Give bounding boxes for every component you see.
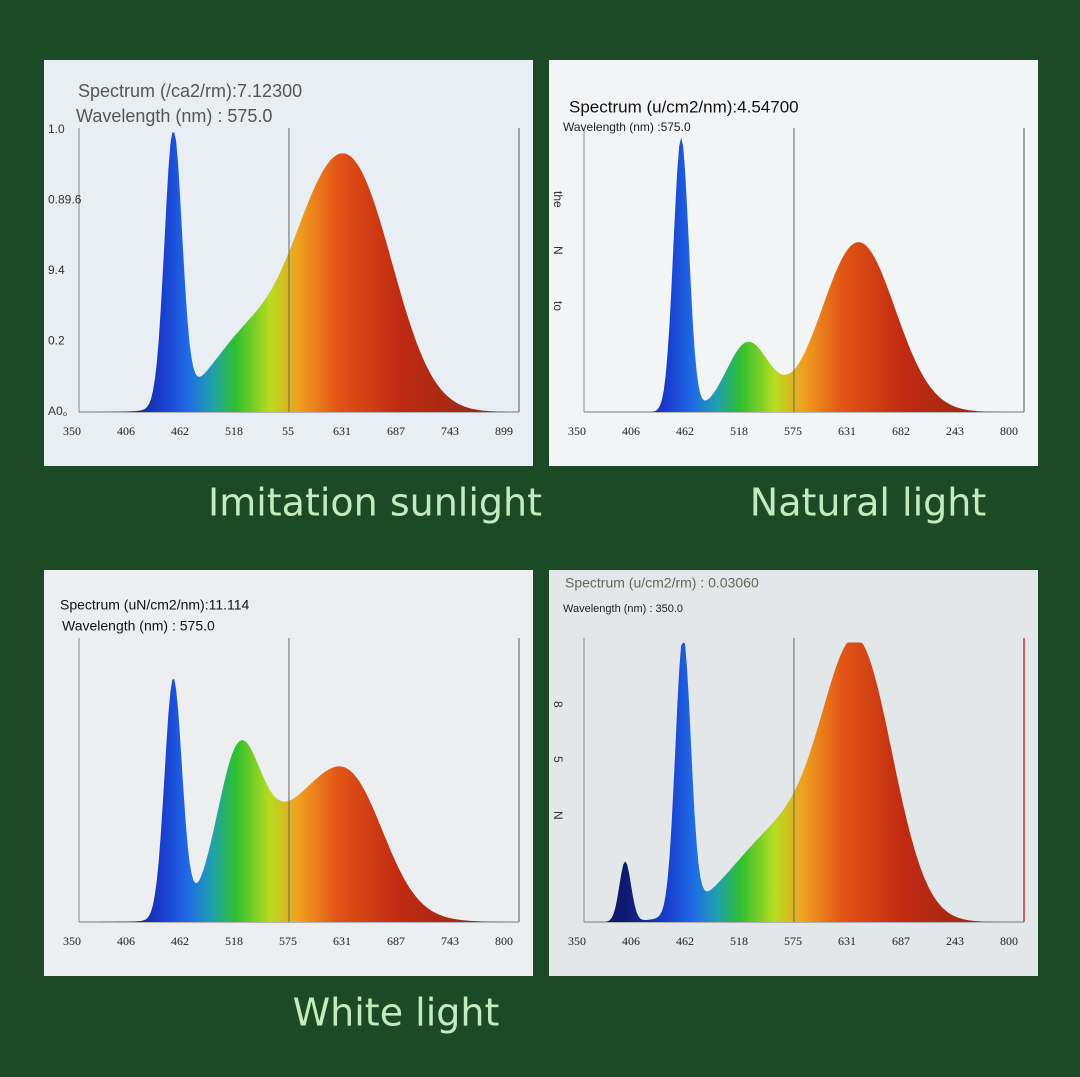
y-tick-label: N bbox=[551, 246, 565, 255]
y-tick-label: 5 bbox=[551, 756, 565, 763]
y-tick-label: to bbox=[551, 301, 565, 311]
x-tick-label: 406 bbox=[117, 934, 135, 948]
y-tick-label: the bbox=[551, 191, 565, 208]
spectrum-curve bbox=[605, 642, 1011, 922]
x-tick-label: 631 bbox=[333, 424, 351, 438]
x-tick-label: 682 bbox=[892, 424, 910, 438]
spectrum-curve bbox=[100, 132, 506, 412]
x-tick-label: 406 bbox=[117, 424, 135, 438]
x-tick-label: 575 bbox=[279, 934, 297, 948]
x-tick-label: 631 bbox=[333, 934, 351, 948]
x-tick-label: 687 bbox=[387, 934, 405, 948]
x-tick-label: 350 bbox=[63, 424, 81, 438]
x-tick-label: 350 bbox=[568, 934, 586, 948]
caption: Natural light bbox=[750, 481, 986, 525]
y-tick-label: 0.2 bbox=[48, 334, 65, 348]
x-tick-label: 243 bbox=[946, 934, 964, 948]
y-tick-label: 1.0 bbox=[48, 122, 65, 136]
x-tick-label: 800 bbox=[495, 934, 513, 948]
spectrum-curve bbox=[100, 678, 506, 922]
wavelength-reading: Wavelength (nm) : 350.0 bbox=[563, 603, 683, 615]
x-tick-label: 406 bbox=[622, 934, 640, 948]
x-tick-label: 687 bbox=[387, 424, 405, 438]
x-tick-label: 518 bbox=[225, 934, 243, 948]
x-tick-label: 899 bbox=[495, 424, 513, 438]
y-tick-label: A0。 bbox=[48, 404, 75, 418]
spectrum-reading: Spectrum (uN/cm2/nm):11.114 bbox=[60, 597, 250, 613]
x-tick-label: 518 bbox=[730, 424, 748, 438]
x-tick-label: 350 bbox=[568, 424, 586, 438]
spectrum-panel: Spectrum (u/cm2/nm):4.54700 Wavelength (n… bbox=[549, 60, 1038, 466]
y-tick-label: N bbox=[551, 811, 565, 820]
x-tick-label: 575 bbox=[784, 934, 802, 948]
spectrum-panel: Spectrum (/ca2/rm):7.12300 Wavelength (nm… bbox=[44, 60, 533, 466]
y-tick-label: 8 bbox=[551, 701, 565, 708]
x-tick-label: 631 bbox=[838, 424, 856, 438]
x-tick-label: 462 bbox=[676, 424, 694, 438]
wavelength-reading: Wavelength (nm) : 575.0 bbox=[62, 618, 215, 634]
x-tick-label: 800 bbox=[1000, 424, 1018, 438]
x-tick-label: 631 bbox=[838, 934, 856, 948]
x-tick-label: 406 bbox=[622, 424, 640, 438]
x-tick-label: 350 bbox=[63, 934, 81, 948]
wavelength-reading: Wavelength (nm) :575.0 bbox=[563, 120, 691, 134]
x-tick-label: 243 bbox=[946, 424, 964, 438]
caption: Imitation sunlight bbox=[208, 481, 542, 525]
x-tick-label: 743 bbox=[441, 424, 459, 438]
x-tick-label: 743 bbox=[441, 934, 459, 948]
y-tick-label: 9.4 bbox=[48, 263, 65, 277]
x-tick-label: 518 bbox=[225, 424, 243, 438]
spectrum-reading: Spectrum (u/cm2/nm):4.54700 bbox=[569, 97, 799, 116]
y-tick-label: 0.89.6 bbox=[48, 193, 82, 207]
x-tick-label: 800 bbox=[1000, 934, 1018, 948]
x-tick-label: 462 bbox=[171, 934, 189, 948]
spectrum-panel: Spectrum (uN/cm2/nm):11.114 Wavelength (n… bbox=[44, 570, 533, 976]
caption: White light bbox=[293, 991, 500, 1035]
spectrum-reading: Spectrum (u/cm2/rm) : 0.03060 bbox=[565, 575, 759, 591]
x-tick-label: 575 bbox=[784, 424, 802, 438]
spectrum-reading: Spectrum (/ca2/rm):7.12300 bbox=[78, 81, 302, 101]
x-tick-label: 462 bbox=[171, 424, 189, 438]
x-tick-label: 518 bbox=[730, 934, 748, 948]
spectrum-panel: Spectrum (u/cm2/rm) : 0.03060 Wavelength … bbox=[549, 570, 1038, 976]
x-tick-label: 687 bbox=[892, 934, 910, 948]
x-tick-label: 55 bbox=[282, 424, 294, 438]
spectrum-curve bbox=[605, 137, 1011, 412]
wavelength-reading: Wavelength (nm) : 575.0 bbox=[76, 106, 272, 126]
x-tick-label: 462 bbox=[676, 934, 694, 948]
